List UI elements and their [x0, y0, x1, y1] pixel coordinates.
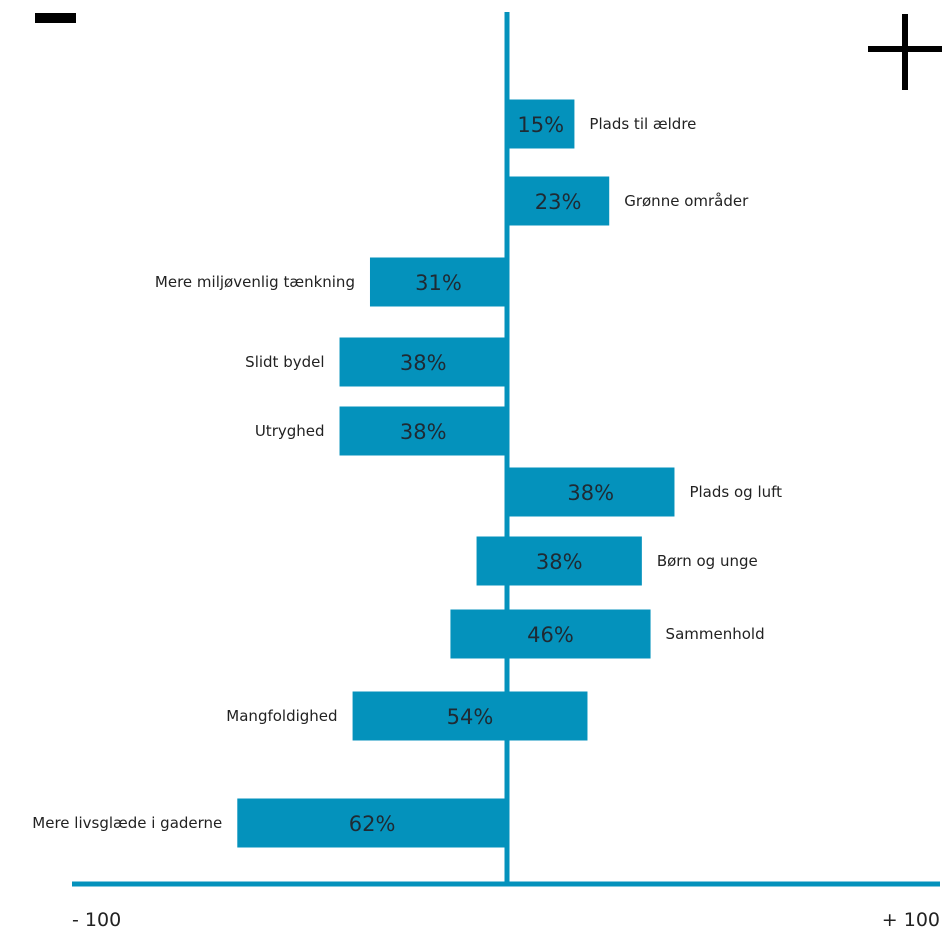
bar-3	[339, 337, 507, 387]
bar-0	[507, 99, 575, 149]
category-label-4: Utryghed	[255, 422, 325, 440]
category-label-8: Mangfoldighed	[226, 707, 337, 725]
bar-6	[476, 536, 642, 586]
bar-8	[352, 691, 588, 741]
category-label-7: Sammenhold	[666, 625, 765, 643]
bar-value-label-5: 38%	[567, 481, 614, 505]
bar-9	[237, 798, 508, 848]
category-label-5: Plads og luft	[689, 483, 782, 501]
bar-value-label-4: 38%	[400, 420, 447, 444]
bar-value-label-2: 31%	[415, 271, 462, 295]
labels-layer: 15% Plads til ældre 23% Grønne områder 31% Me…	[32, 113, 782, 836]
category-label-9: Mere livsglæde i gaderne	[32, 814, 222, 832]
bar-value-label-3: 38%	[400, 351, 447, 375]
bar-4	[339, 406, 507, 456]
bar-value-label-6: 38%	[536, 550, 583, 574]
bar-value-label-1: 23%	[535, 190, 582, 214]
bar-value-label-9: 62%	[349, 812, 396, 836]
category-label-0: Plads til ældre	[589, 115, 696, 133]
plus-icon	[868, 14, 942, 90]
minus-icon	[35, 13, 76, 23]
category-label-1: Grønne områder	[624, 192, 749, 210]
bar-value-label-8: 54%	[447, 705, 494, 729]
category-label-2: Mere miljøvenlig tænkning	[155, 273, 355, 291]
bar-value-label-7: 46%	[527, 623, 574, 647]
bar-5	[507, 467, 675, 517]
category-label-6: Børn og unge	[657, 552, 758, 570]
bar-7	[450, 609, 651, 659]
bar-2	[369, 257, 507, 307]
category-label-3: Slidt bydel	[245, 353, 324, 371]
bar-1	[507, 176, 610, 226]
x-tick-label-min: - 100	[72, 909, 121, 931]
x-tick-label-max: + 100	[882, 909, 940, 931]
bars-layer	[237, 99, 675, 848]
bar-value-label-0: 15%	[517, 113, 564, 137]
